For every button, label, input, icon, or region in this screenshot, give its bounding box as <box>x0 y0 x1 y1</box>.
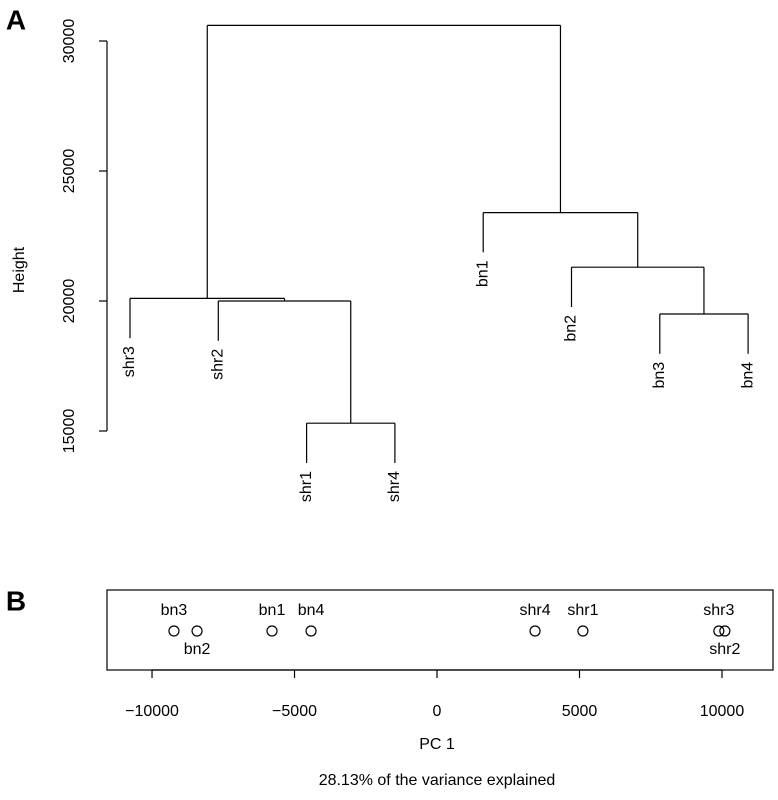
point-label: bn3 <box>161 602 188 619</box>
y-tick-label: 20000 <box>61 279 78 324</box>
point <box>191 625 203 637</box>
point <box>713 625 725 637</box>
y-tick-label: 25000 <box>61 149 78 194</box>
point <box>305 625 317 637</box>
point-label: shr4 <box>519 602 550 619</box>
x-tick-label: −5000 <box>272 703 317 720</box>
leaf-label: shr2 <box>210 349 227 380</box>
point <box>719 625 731 637</box>
y-tick-label: 15000 <box>61 409 78 454</box>
panel-letter: B <box>6 585 26 616</box>
leaf-label: bn3 <box>651 362 668 389</box>
x-tick-label: −10000 <box>125 703 179 720</box>
leaf-label: shr1 <box>298 471 315 502</box>
point <box>529 625 541 637</box>
point-label: shr2 <box>709 641 740 658</box>
leaf-label: shr4 <box>386 471 403 502</box>
panel-letter: A <box>6 4 26 35</box>
leaf-label: bn4 <box>739 362 756 389</box>
x-tick-label: 0 <box>433 703 442 720</box>
leaf-label: bn1 <box>474 260 491 287</box>
x-tick-label: 5000 <box>562 703 598 720</box>
leaf-label: bn2 <box>563 315 580 342</box>
point-label: shr1 <box>567 602 598 619</box>
point <box>168 625 180 637</box>
point-label: shr3 <box>703 602 734 619</box>
x-axis-label: PC 1 <box>419 736 455 753</box>
point <box>577 625 589 637</box>
x-tick-label: 10000 <box>700 703 745 720</box>
y-tick-label: 30000 <box>61 19 78 64</box>
point-label: bn4 <box>298 602 325 619</box>
y-axis-label: Height <box>11 246 28 293</box>
point <box>266 625 278 637</box>
point-label: bn2 <box>184 641 211 658</box>
leaf-label: shr3 <box>121 346 138 377</box>
x-axis-subtitle: 28.13% of the variance explained <box>319 772 556 789</box>
point-label: bn1 <box>259 602 286 619</box>
